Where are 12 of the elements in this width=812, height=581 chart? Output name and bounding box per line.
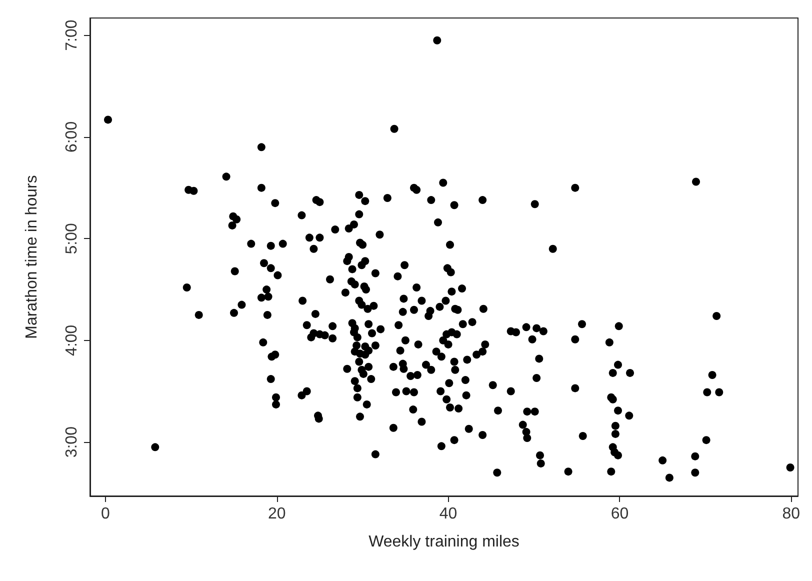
y-tick-label: 4:00 <box>64 324 80 356</box>
y-tick-label: 7:00 <box>64 20 80 51</box>
y-tick-label: 5:00 <box>64 223 80 254</box>
x-tick-label: 40 <box>439 506 458 522</box>
y-tick-label: 6:00 <box>64 121 80 153</box>
x-tick-label: 0 <box>100 506 110 522</box>
x-axis-title: Weekly training miles <box>368 534 520 550</box>
y-axis-title: Marathon time in hours <box>24 175 40 339</box>
x-tick-label: 20 <box>268 506 286 522</box>
x-tick-label: 80 <box>782 506 800 522</box>
y-tick-label: 3:00 <box>64 426 80 458</box>
x-tick-label: 60 <box>610 506 629 522</box>
